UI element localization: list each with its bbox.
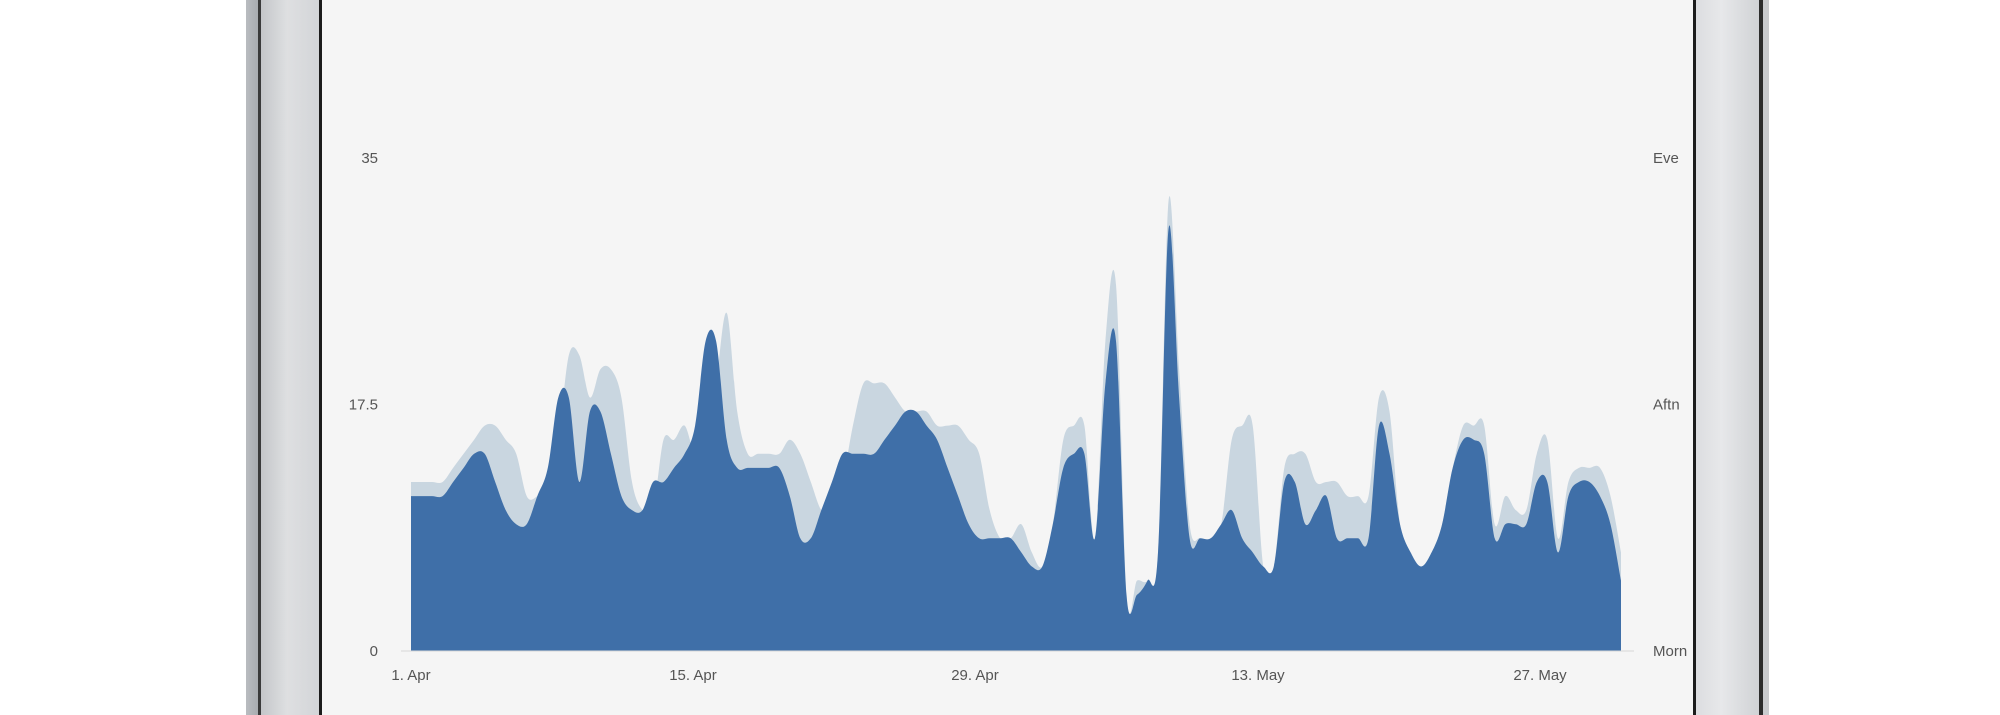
- y-axis-ticks: 0 17.5 35: [349, 150, 378, 660]
- y2-tick-label: Eve: [1653, 150, 1679, 167]
- y-tick-label: 35: [361, 150, 378, 167]
- x-tick-label: 29. Apr: [951, 667, 999, 684]
- y2-tick-label: Morn: [1653, 643, 1687, 660]
- x-tick-label: 15. Apr: [669, 667, 717, 684]
- y-tick-label: 17.5: [349, 397, 378, 414]
- x-tick-label: 27. May: [1513, 667, 1567, 684]
- device-frame-right-bezel: [1693, 0, 1763, 715]
- y-tick-label: 0: [370, 643, 378, 660]
- y2-tick-label: Aftn: [1653, 397, 1680, 414]
- x-axis-ticks: 1. Apr 15. Apr 29. Apr 13. May 27. May: [391, 667, 1567, 684]
- device-frame-right-edge: [1763, 0, 1769, 715]
- y2-axis-ticks: Morn Aftn Eve: [1653, 150, 1687, 660]
- chart-areas: [411, 196, 1621, 652]
- x-tick-label: 13. May: [1231, 667, 1285, 684]
- x-tick-label: 1. Apr: [391, 667, 430, 684]
- device-frame-left-bezel: [258, 0, 322, 715]
- device-frame-left-edge: [246, 0, 258, 715]
- area-series-front: [411, 225, 1621, 652]
